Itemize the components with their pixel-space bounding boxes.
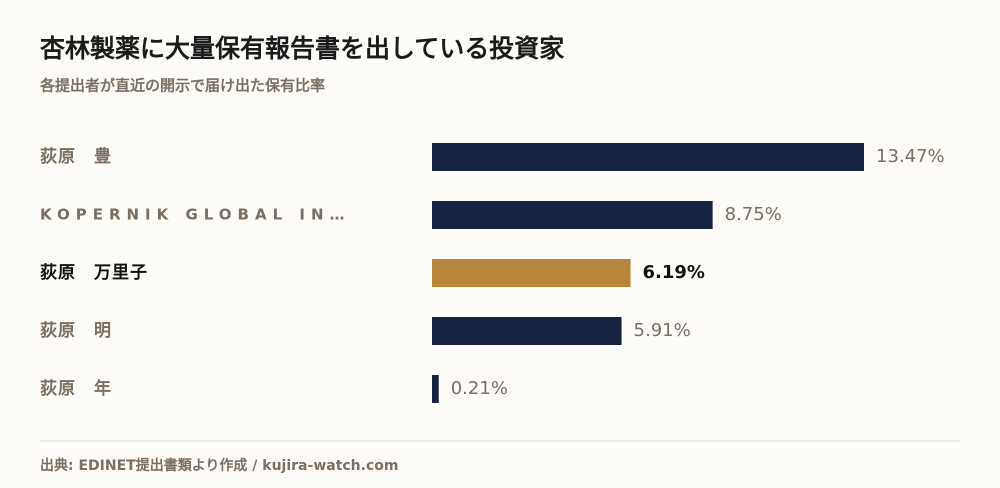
y-tick-label: KOPERNIK GLOBAL IN… bbox=[40, 206, 351, 224]
value-label: 0.21% bbox=[451, 378, 508, 399]
bar bbox=[432, 317, 622, 345]
value-label: 5.91% bbox=[634, 320, 691, 341]
chart-title: 杏林製薬に大量保有報告書を出している投資家 bbox=[40, 34, 564, 63]
y-tick-label: 荻原 年 bbox=[40, 378, 112, 399]
bar bbox=[432, 143, 864, 171]
chart-subtitle: 各提出者が直近の開示で届け出た保有比率 bbox=[39, 77, 325, 95]
y-tick-label: 荻原 万里子 bbox=[40, 262, 148, 283]
bar bbox=[432, 201, 713, 229]
source: 出典: EDINET提出書類より作成 / kujira-watch.com bbox=[40, 457, 398, 474]
value-label: 6.19% bbox=[643, 262, 705, 283]
bar bbox=[432, 375, 439, 403]
value-label: 13.47% bbox=[876, 146, 945, 167]
y-tick-label: 荻原 豊 bbox=[40, 146, 112, 167]
bar bbox=[432, 259, 631, 287]
value-label: 8.75% bbox=[725, 204, 782, 225]
y-tick-label: 荻原 明 bbox=[40, 320, 112, 341]
